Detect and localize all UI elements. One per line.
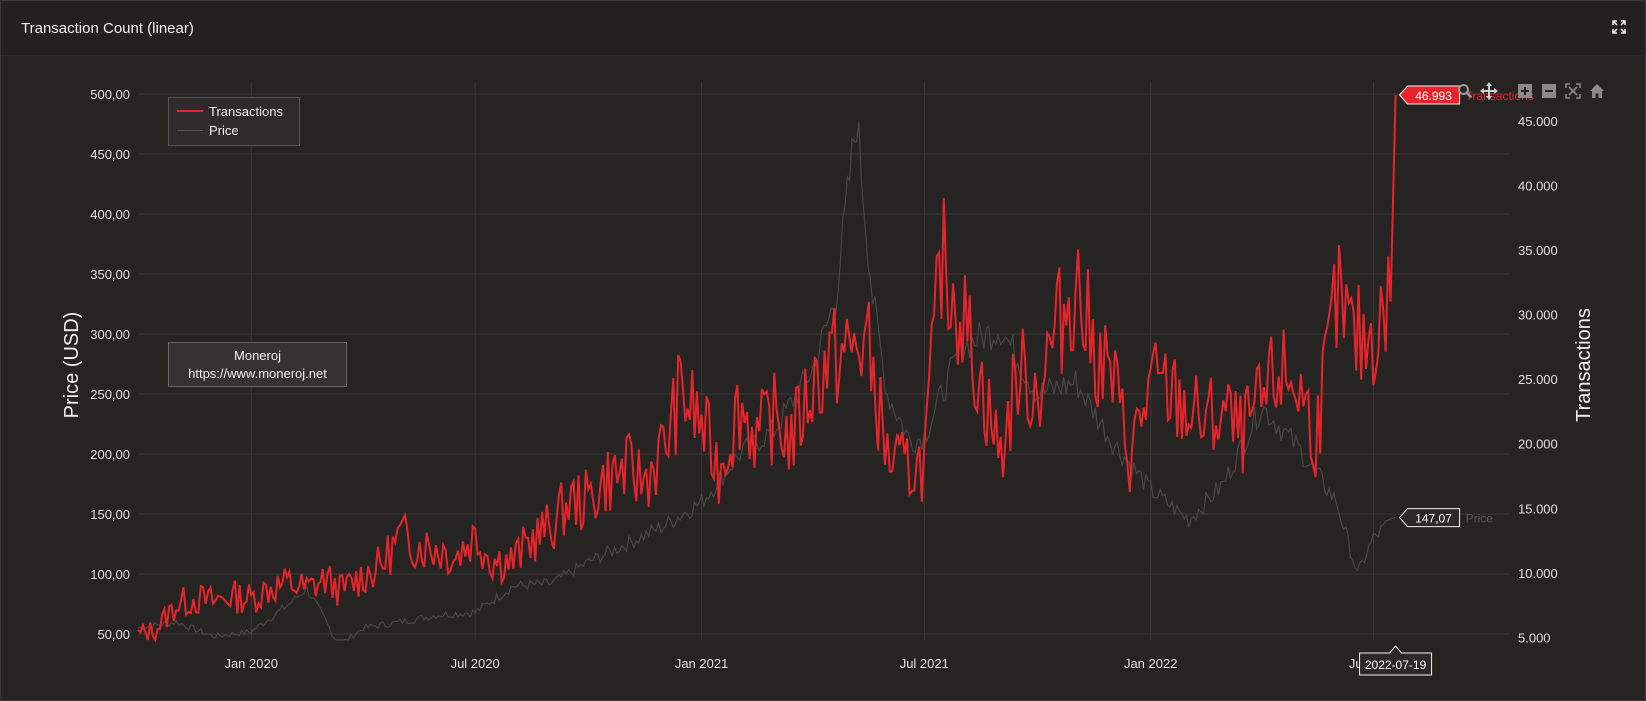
y-left-tick-label: 400,00	[90, 207, 130, 222]
legend-swatch-price	[177, 129, 203, 131]
y-right-axis-title: Transactions	[1573, 308, 1595, 422]
panel-header: Transaction Count (linear)	[1, 1, 1645, 56]
zoom-in-icon[interactable]	[1516, 82, 1534, 100]
price-series	[137, 122, 1396, 641]
chart-modebar	[1456, 82, 1606, 102]
pan-icon[interactable]	[1480, 82, 1498, 100]
y-right-tick-label: 10.000	[1518, 566, 1558, 581]
y-right-tick-label: 30.000	[1518, 308, 1558, 323]
y-left-tick-label: 250,00	[90, 387, 130, 402]
zoom-out-icon[interactable]	[1540, 82, 1558, 100]
y-right-tick-label: 5.000	[1518, 630, 1551, 645]
modebar-spacer	[1504, 82, 1510, 100]
watermark-title: Moneroj	[234, 348, 281, 363]
y-right-tick-label: 25.000	[1518, 372, 1558, 387]
gridlines	[138, 82, 1510, 640]
y-left-tick-label: 200,00	[90, 447, 130, 462]
x-tick-label: Jan 2020	[224, 656, 278, 671]
legend-item-price[interactable]: Price	[177, 121, 239, 139]
transactions-series	[137, 94, 1397, 643]
watermark-box: Moneroj https://www.moneroj.net	[168, 342, 347, 387]
zoom-icon[interactable]	[1456, 82, 1474, 100]
y-right-tick-label: 35.000	[1518, 243, 1558, 258]
reset-home-icon[interactable]	[1588, 82, 1606, 100]
y-left-tick-label: 100,00	[90, 567, 130, 582]
y-right-tick-label: 20.000	[1518, 437, 1558, 452]
hover-label-transactions-value: 46.993	[1415, 89, 1452, 103]
y-left-tick-label: 50,00	[97, 627, 130, 642]
x-tick-label: Jan 2022	[1124, 656, 1178, 671]
y-left-tick-label: 300,00	[90, 327, 130, 342]
y-left-tick-label: 500,00	[90, 87, 130, 102]
hover-label-price-name: Price	[1466, 512, 1494, 526]
x-tick-label: Jul 2020	[451, 656, 500, 671]
y-left-axis-title: Price (USD)	[61, 312, 83, 419]
legend-label-transactions: Transactions	[209, 103, 283, 119]
transactions-line	[137, 94, 1397, 643]
legend-item-transactions[interactable]: Transactions	[177, 102, 283, 120]
y-left-axis-ticks: 50,00 100,00 150,00 200,00 250,00 300,00 350,0…	[90, 87, 130, 642]
hover-label-price-value: 147,07	[1415, 512, 1452, 526]
hover-label-transactions-box	[1398, 85, 1461, 105]
expand-icon[interactable]	[1611, 19, 1627, 35]
legend-label-price: Price	[209, 122, 239, 138]
y-right-tick-label: 45.000	[1518, 114, 1558, 129]
autoscale-icon[interactable]	[1564, 82, 1582, 100]
x-axis-ticks: Jan 2020 Jul 2020 Jan 2021 Jul 2021 Jan 2022…	[224, 656, 1398, 671]
y-left-tick-label: 150,00	[90, 507, 130, 522]
chart-legend[interactable]: Transactions Price	[168, 97, 300, 146]
y-right-axis-ticks: 5.000 10.000 15.000 20.000 25.000 30.000 35.00…	[1518, 114, 1558, 646]
x-tick-label: Jan 2021	[675, 656, 729, 671]
watermark-url: https://www.moneroj.net	[188, 366, 327, 381]
legend-swatch-transactions	[177, 110, 203, 112]
panel-title: Transaction Count (linear)	[21, 20, 194, 37]
hover-label-date-box	[1359, 645, 1433, 676]
hover-label-date-value: 2022-07-19	[1365, 658, 1427, 672]
y-left-tick-label: 350,00	[90, 267, 130, 282]
price-line	[137, 122, 1396, 641]
y-right-tick-label: 15.000	[1518, 501, 1558, 516]
x-tick-label: Jul 2021	[900, 656, 949, 671]
hover-label-price-box	[1398, 508, 1461, 528]
y-left-tick-label: 450,00	[90, 147, 130, 162]
y-right-tick-label: 40.000	[1518, 178, 1558, 193]
